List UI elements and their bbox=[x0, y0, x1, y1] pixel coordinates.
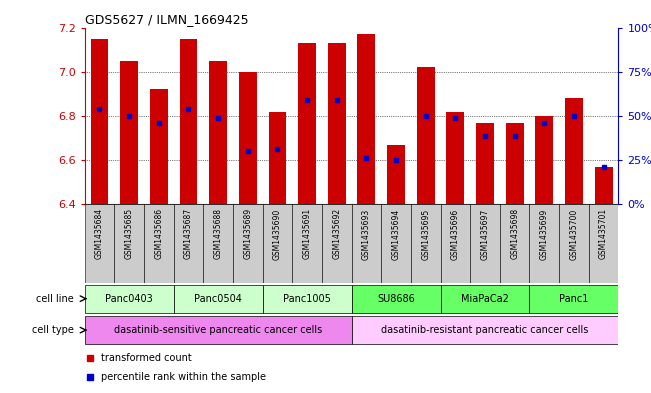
Bar bbox=[441, 285, 529, 313]
Bar bbox=[387, 145, 405, 204]
Text: GSM1435688: GSM1435688 bbox=[214, 208, 223, 259]
Text: GSM1435684: GSM1435684 bbox=[95, 208, 104, 259]
Bar bbox=[441, 204, 470, 283]
Text: Panc0403: Panc0403 bbox=[105, 294, 153, 304]
Text: cell type: cell type bbox=[32, 325, 74, 335]
Bar bbox=[357, 34, 375, 204]
Text: GSM1435687: GSM1435687 bbox=[184, 208, 193, 259]
Bar bbox=[203, 204, 233, 283]
Text: GSM1435696: GSM1435696 bbox=[451, 208, 460, 259]
Text: GSM1435699: GSM1435699 bbox=[540, 208, 549, 259]
Bar bbox=[535, 116, 553, 204]
Bar bbox=[292, 204, 322, 283]
Bar bbox=[233, 204, 262, 283]
Text: GSM1435690: GSM1435690 bbox=[273, 208, 282, 259]
Bar bbox=[239, 72, 256, 204]
Bar bbox=[144, 204, 174, 283]
Text: Panc1: Panc1 bbox=[559, 294, 589, 304]
Text: GSM1435689: GSM1435689 bbox=[243, 208, 252, 259]
Text: dasatinib-sensitive pancreatic cancer cells: dasatinib-sensitive pancreatic cancer ce… bbox=[114, 325, 322, 335]
Bar bbox=[595, 167, 613, 204]
Text: GSM1435700: GSM1435700 bbox=[570, 208, 579, 259]
Bar bbox=[174, 204, 203, 283]
Bar bbox=[85, 204, 115, 283]
Bar bbox=[529, 285, 618, 313]
Text: MiaPaCa2: MiaPaCa2 bbox=[461, 294, 509, 304]
Bar bbox=[85, 316, 352, 344]
Bar bbox=[262, 285, 352, 313]
Bar bbox=[180, 39, 197, 204]
Text: cell line: cell line bbox=[36, 294, 74, 304]
Bar bbox=[90, 39, 108, 204]
Bar bbox=[476, 123, 494, 204]
Bar bbox=[262, 204, 292, 283]
Text: GSM1435685: GSM1435685 bbox=[124, 208, 133, 259]
Bar bbox=[328, 43, 346, 204]
Text: percentile rank within the sample: percentile rank within the sample bbox=[101, 372, 266, 382]
Bar bbox=[447, 112, 464, 204]
Text: GDS5627 / ILMN_1669425: GDS5627 / ILMN_1669425 bbox=[85, 13, 248, 26]
Text: GSM1435695: GSM1435695 bbox=[421, 208, 430, 259]
Bar bbox=[115, 204, 144, 283]
Bar bbox=[589, 204, 618, 283]
Bar bbox=[506, 123, 523, 204]
Text: SU8686: SU8686 bbox=[377, 294, 415, 304]
Bar bbox=[559, 204, 589, 283]
Bar bbox=[529, 204, 559, 283]
Text: GSM1435691: GSM1435691 bbox=[303, 208, 312, 259]
Bar bbox=[565, 98, 583, 204]
Text: GSM1435697: GSM1435697 bbox=[480, 208, 490, 259]
Text: GSM1435686: GSM1435686 bbox=[154, 208, 163, 259]
Bar bbox=[150, 89, 168, 204]
Bar bbox=[352, 204, 381, 283]
Bar bbox=[500, 204, 529, 283]
Text: dasatinib-resistant pancreatic cancer cells: dasatinib-resistant pancreatic cancer ce… bbox=[381, 325, 589, 335]
Bar bbox=[174, 285, 262, 313]
Text: GSM1435698: GSM1435698 bbox=[510, 208, 519, 259]
Bar bbox=[417, 67, 435, 204]
Bar bbox=[352, 285, 441, 313]
Bar bbox=[268, 112, 286, 204]
Text: Panc0504: Panc0504 bbox=[194, 294, 242, 304]
Text: Panc1005: Panc1005 bbox=[283, 294, 331, 304]
Text: transformed count: transformed count bbox=[101, 353, 191, 363]
Bar bbox=[381, 204, 411, 283]
Bar bbox=[209, 61, 227, 204]
Bar bbox=[298, 43, 316, 204]
Bar bbox=[120, 61, 138, 204]
Text: GSM1435693: GSM1435693 bbox=[362, 208, 371, 259]
Text: GSM1435694: GSM1435694 bbox=[391, 208, 400, 259]
Bar bbox=[411, 204, 441, 283]
Bar bbox=[85, 285, 174, 313]
Bar bbox=[352, 316, 618, 344]
Text: GSM1435701: GSM1435701 bbox=[599, 208, 608, 259]
Bar bbox=[322, 204, 352, 283]
Text: GSM1435692: GSM1435692 bbox=[332, 208, 341, 259]
Bar bbox=[470, 204, 500, 283]
